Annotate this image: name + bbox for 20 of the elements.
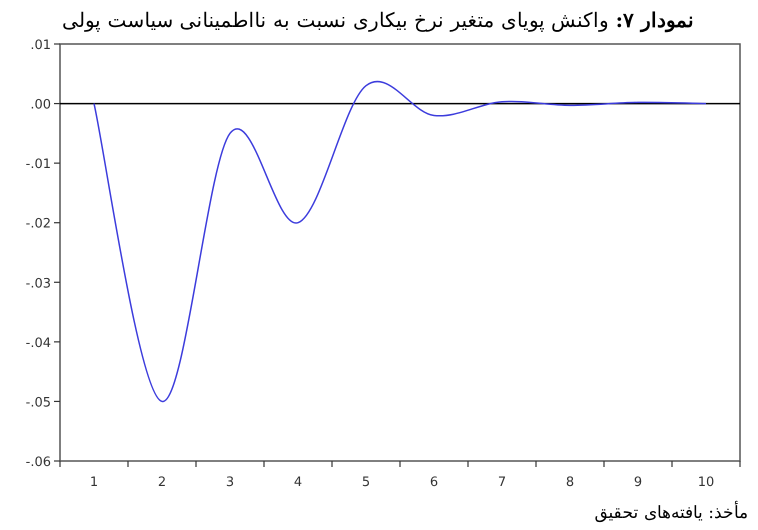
x-tick-label: 2: [158, 475, 166, 490]
chart-title: نمودار ۷: واکنش پویای متغیر نرخ بیکاری نسبت به نااطمینانی سیاست پولی: [62, 8, 694, 33]
y-tick-label: -.05: [26, 395, 51, 410]
x-tick-label: 6: [430, 475, 438, 490]
y-tick-label: -.04: [26, 336, 51, 351]
y-tick-label: -.03: [26, 276, 51, 292]
y-tick-label: .01: [30, 38, 51, 53]
y-tick-label: -.06: [26, 455, 51, 470]
y-tick-label: -.01: [26, 157, 51, 172]
x-tick-label: 1: [90, 475, 98, 490]
x-tick-label: 7: [498, 475, 506, 490]
y-tick-label: -.02: [26, 216, 51, 232]
x-tick-label: 4: [294, 475, 302, 490]
x-tick-label: 9: [634, 475, 642, 490]
x-tick-label: 5: [362, 475, 370, 490]
text: مأخذ: یافته‌های تحقیق: [594, 500, 748, 523]
x-tick-label: 10: [698, 475, 714, 490]
x-tick-label: 8: [566, 475, 574, 490]
y-tick-label: .00: [30, 98, 51, 113]
x-tick-label: 3: [226, 475, 234, 490]
